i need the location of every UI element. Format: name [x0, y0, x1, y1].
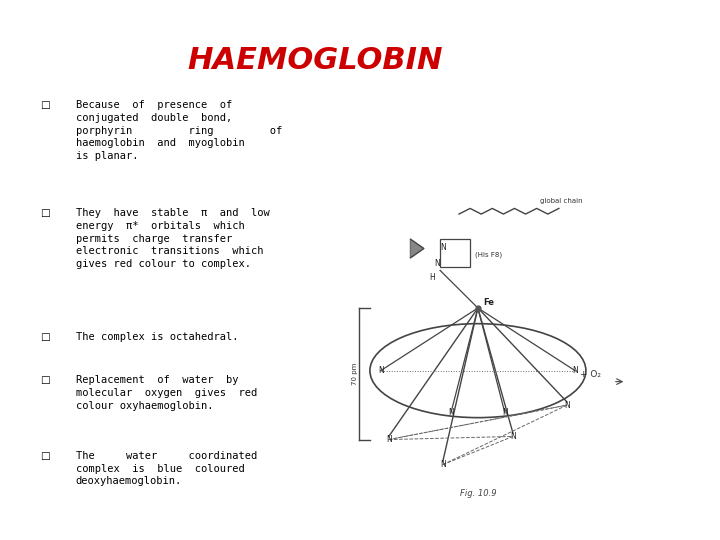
Text: N: N	[564, 401, 570, 410]
Text: 70 pm: 70 pm	[352, 362, 358, 385]
Text: □: □	[40, 208, 50, 218]
Text: HAEMOGLOBIN: HAEMOGLOBIN	[187, 46, 443, 75]
Text: Replacement  of  water  by
molecular  oxygen  gives  red
colour oxyhaemoglobin.: Replacement of water by molecular oxygen…	[76, 375, 257, 411]
Polygon shape	[410, 239, 424, 258]
Text: Fig. 10.9: Fig. 10.9	[459, 489, 496, 497]
Text: Because  of  presence  of
conjugated  double  bond,
porphyrin         ring      : Because of presence of conjugated double…	[76, 100, 282, 161]
Text: N: N	[440, 243, 446, 252]
Text: Fe: Fe	[483, 298, 495, 307]
Text: N: N	[510, 432, 516, 441]
Text: N: N	[435, 259, 440, 268]
Text: global chain: global chain	[540, 198, 582, 204]
Text: N: N	[378, 366, 384, 375]
Text: N: N	[448, 408, 454, 417]
Text: H: H	[429, 273, 435, 282]
Text: N: N	[572, 366, 578, 375]
Text: N: N	[386, 435, 392, 444]
Text: □: □	[40, 451, 50, 461]
Text: □: □	[40, 332, 50, 342]
Text: □: □	[40, 375, 50, 386]
Text: They  have  stable  π  and  low
energy  π*  orbitals  which
permits  charge  tra: They have stable π and low energy π* orb…	[76, 208, 269, 269]
Text: N: N	[440, 460, 446, 469]
Text: N: N	[502, 408, 508, 417]
Text: The     water     coordinated
complex  is  blue  coloured
deoxyhaemoglobin.: The water coordinated complex is blue co…	[76, 451, 257, 487]
Text: The complex is octahedral.: The complex is octahedral.	[76, 332, 238, 342]
Text: (His F8): (His F8)	[475, 252, 503, 258]
Text: □: □	[40, 100, 50, 110]
Text: + O₂: + O₂	[580, 370, 601, 379]
